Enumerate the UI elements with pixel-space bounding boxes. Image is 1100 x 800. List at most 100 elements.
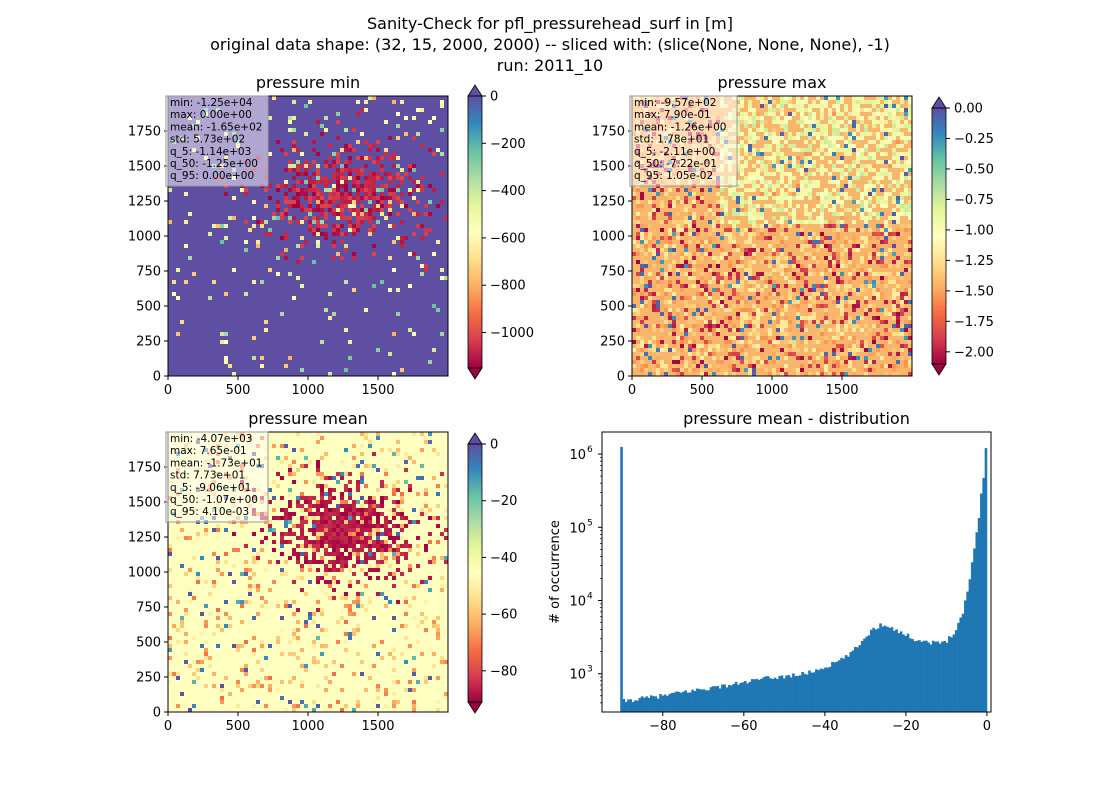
heatmap-cell <box>888 140 892 144</box>
heatmap-cell <box>868 108 872 112</box>
heatmap-cell <box>668 312 672 316</box>
heatmap-cell <box>392 668 396 672</box>
heatmap-cell <box>660 324 664 328</box>
heatmap-cell <box>856 348 860 352</box>
heatmap-cell <box>856 172 860 176</box>
heatmap-cell <box>748 96 752 100</box>
heatmap-cell <box>796 148 800 152</box>
heatmap-cell <box>700 212 704 216</box>
heatmap-cell <box>764 236 768 240</box>
heatmap-cell <box>908 100 912 104</box>
heatmap-cell <box>288 116 292 120</box>
heatmap-cell <box>268 196 272 200</box>
heatmap-cell <box>820 232 824 236</box>
heatmap-cell <box>344 508 348 512</box>
y-tick-label: 750 <box>136 265 161 280</box>
heatmap-cell <box>644 244 648 248</box>
heatmap-cell <box>384 152 388 156</box>
heatmap-cell <box>292 612 296 616</box>
heatmap-cell <box>780 340 784 344</box>
heatmap-cell <box>872 232 876 236</box>
heatmap-cell <box>436 524 440 528</box>
heatmap-cell <box>872 168 876 172</box>
heatmap-cell <box>328 316 332 320</box>
heatmap-cell <box>760 148 764 152</box>
heatmap-cell <box>224 356 228 360</box>
heatmap-cell <box>396 680 400 684</box>
heatmap-cell <box>724 256 728 260</box>
heatmap-cell <box>312 180 316 184</box>
heatmap-cell <box>892 280 896 284</box>
heatmap-cell <box>280 508 284 512</box>
heatmap-cell <box>348 144 352 148</box>
heatmap-cell <box>756 96 760 100</box>
heatmap-cell <box>272 528 276 532</box>
heatmap-cell <box>660 316 664 320</box>
heatmap-cell <box>396 188 400 192</box>
heatmap-cell <box>372 192 376 196</box>
heatmap-cell <box>716 216 720 220</box>
heatmap-cell <box>384 472 388 476</box>
heatmap-cell <box>232 564 236 568</box>
heatmap-cell <box>372 160 376 164</box>
heatmap-cell <box>736 244 740 248</box>
heatmap-cell <box>792 136 796 140</box>
heatmap-cell <box>880 200 884 204</box>
heatmap-cell <box>884 140 888 144</box>
heatmap-cell <box>632 212 636 216</box>
heatmap-cell <box>636 352 640 356</box>
heatmap-cell <box>300 208 304 212</box>
heatmap-cell <box>868 188 872 192</box>
heatmap-cell <box>408 568 412 572</box>
heatmap-cell <box>216 560 220 564</box>
heatmap-cell <box>868 156 872 160</box>
heatmap-cell <box>180 564 184 568</box>
heatmap-cell <box>276 640 280 644</box>
heatmap-cell <box>844 124 848 128</box>
heatmap-cell <box>256 588 260 592</box>
heatmap-cell <box>688 328 692 332</box>
heatmap-cell <box>884 312 888 316</box>
heatmap-cell <box>764 368 768 372</box>
heatmap-cell <box>804 100 808 104</box>
heatmap-cell <box>880 224 884 228</box>
heatmap-cell <box>820 212 824 216</box>
heatmap-cell <box>304 520 308 524</box>
heatmap-cell <box>868 100 872 104</box>
heatmap-cell <box>400 236 404 240</box>
heatmap-cell <box>848 348 852 352</box>
heatmap-cell <box>660 232 664 236</box>
heatmap-cell <box>800 104 804 108</box>
heatmap-cell <box>632 292 636 296</box>
heatmap-cell <box>740 144 744 148</box>
heatmap-cell <box>300 568 304 572</box>
heatmap-cell <box>684 348 688 352</box>
heatmap-cell <box>820 332 824 336</box>
heatmap-cell <box>712 372 716 376</box>
heatmap-cell <box>748 120 752 124</box>
heatmap-cell <box>364 180 368 184</box>
heatmap-cell <box>208 232 212 236</box>
heatmap-cell <box>764 308 768 312</box>
heatmap-cell <box>796 308 800 312</box>
heatmap-cell <box>360 472 364 476</box>
heatmap-cell <box>636 332 640 336</box>
heatmap-cell <box>652 256 656 260</box>
heatmap-cell <box>364 560 368 564</box>
heatmap-cell <box>292 512 296 516</box>
heatmap-cell <box>860 356 864 360</box>
heatmap-cell <box>756 272 760 276</box>
heatmap-cell <box>380 500 384 504</box>
heatmap-cell <box>876 160 880 164</box>
heatmap-cell <box>688 256 692 260</box>
stats-line: min: -1.25e+04 <box>170 97 253 109</box>
heatmap-cell <box>696 360 700 364</box>
heatmap-cell <box>372 540 376 544</box>
heatmap-cell <box>904 224 908 228</box>
heatmap-cell <box>908 128 912 132</box>
heatmap-cell <box>296 636 300 640</box>
heatmap-cell <box>636 368 640 372</box>
heatmap-cell <box>800 340 804 344</box>
heatmap-cell <box>880 160 884 164</box>
heatmap-cell <box>268 588 272 592</box>
